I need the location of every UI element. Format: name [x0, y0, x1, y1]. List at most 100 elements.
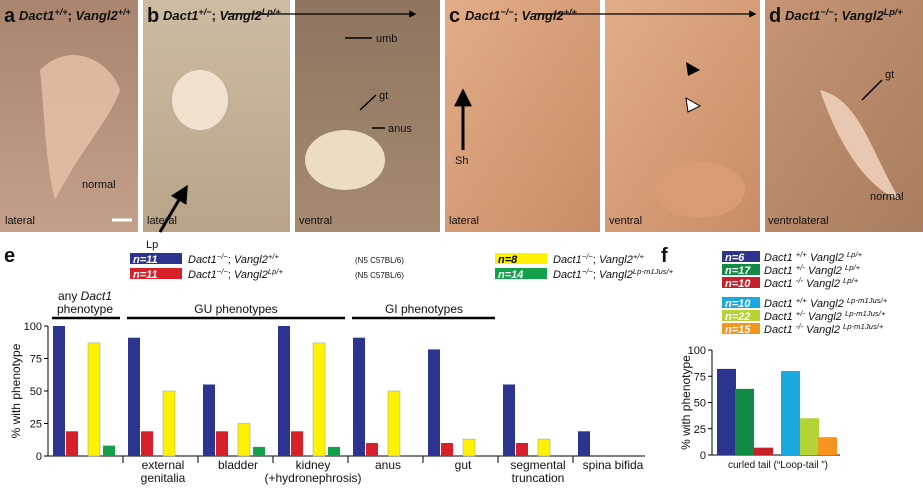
x-tick-label: gut	[455, 458, 472, 472]
sh-label: Sh	[455, 155, 468, 167]
panel-letter: a	[4, 5, 16, 27]
bar	[291, 431, 303, 456]
bar	[387, 390, 401, 457]
y-tick-label: 25	[30, 419, 42, 431]
view-label: ventral	[609, 215, 642, 227]
legend-label: Dact1−/−; Vangl2Lp-m1Jus/+	[553, 267, 674, 282]
x-tick-label: anus	[375, 458, 401, 472]
bar	[754, 447, 773, 455]
legend-note: (N5 C57BL/6)	[355, 256, 404, 265]
x-tick-label: external genitalia	[141, 458, 186, 485]
x-tick-label: bladder	[218, 458, 258, 472]
y-axis-label: % with phenotype	[679, 355, 693, 450]
legend-n: n=11	[133, 254, 158, 266]
legend-swatch	[722, 251, 760, 262]
bar	[328, 446, 340, 456]
view-label: ventrolateral	[768, 215, 829, 227]
x-tick-label: spina bifida	[583, 458, 644, 472]
genotype: Dact1−/−; Vangl2+/+	[465, 7, 578, 23]
bar	[516, 443, 528, 456]
bar	[103, 445, 115, 456]
group-label: GU phenotypes	[194, 302, 277, 316]
legend-label: Dact1 -/- Vangl2 Lp-m1Jus/+	[764, 322, 884, 337]
bar	[717, 368, 736, 455]
bar	[366, 443, 378, 456]
normal-label: normal	[870, 191, 904, 203]
y-tick-label: 50	[30, 386, 42, 398]
y-tick-label: 100	[24, 321, 42, 333]
legend-swatch	[722, 310, 760, 321]
anus-label: anus	[388, 123, 412, 135]
x-tick-label: segmental truncation	[510, 458, 565, 485]
legend-label: Dact1 +/- Vangl2 Lp-m1Jus/+	[764, 309, 886, 324]
lp-label: Lp	[146, 239, 158, 251]
bar	[578, 431, 590, 456]
photo	[445, 0, 600, 232]
bar	[66, 431, 78, 456]
pointer	[359, 94, 377, 111]
legend-n: n=8	[498, 254, 518, 266]
bar	[800, 418, 819, 455]
view-label: lateral	[449, 215, 479, 227]
legend-n: n=14	[498, 269, 523, 281]
bar	[503, 384, 515, 456]
legend-swatch	[722, 264, 760, 275]
umb-label: umb	[376, 33, 397, 45]
legend-n: n=22	[725, 311, 750, 323]
legend-note: (N5 C57BL/6)	[355, 271, 404, 280]
bar	[537, 438, 551, 457]
panel-letter: b	[147, 5, 159, 27]
legend-swatch	[130, 268, 182, 279]
bar	[428, 349, 440, 456]
bar	[162, 390, 176, 457]
y-tick-label: 0	[700, 450, 706, 462]
bar	[253, 446, 265, 456]
legend-swatch	[722, 297, 760, 308]
genotype: Dact1+/−; Vangl2Lp/+	[163, 7, 281, 23]
arrowhead	[685, 97, 702, 113]
legend-swatch	[722, 323, 760, 334]
y-tick-label: 50	[694, 398, 706, 410]
bar	[735, 388, 754, 455]
arrowhead	[686, 62, 700, 76]
legend-swatch	[495, 268, 547, 279]
bar	[53, 326, 65, 456]
view-label: lateral	[5, 215, 35, 227]
legend-n: n=10	[725, 278, 751, 290]
normal-label: normal	[82, 179, 116, 191]
x-tick-label: curled tail (“Loop-tail ”)	[728, 460, 828, 471]
legend-label: Dact1−/−; Vangl2+/+	[188, 252, 279, 267]
y-tick-label: 100	[688, 345, 706, 357]
legend-n: n=6	[725, 252, 745, 264]
bar	[818, 437, 837, 455]
legend-label: Dact1 -/- Vangl2 Lp/+	[764, 276, 859, 291]
y-tick-label: 0	[36, 451, 42, 463]
legend-label: Dact1 +/+ Vangl2 Lp/+	[764, 250, 863, 265]
bar	[87, 342, 101, 457]
photo-shape	[40, 55, 120, 200]
photo-shape	[820, 90, 900, 200]
bar	[353, 337, 365, 456]
view-label: ventral	[299, 215, 332, 227]
gt-label: gt	[885, 69, 894, 81]
legend-label: Dact1−/−; Vangl2+/+	[553, 252, 644, 267]
panel-letter: c	[449, 5, 460, 27]
y-tick-label: 75	[30, 354, 42, 366]
legend-label: Dact1 +/+ Vangl2 Lp-m1Jus/+	[764, 296, 888, 311]
arrow	[158, 184, 188, 233]
legend-n: n=11	[133, 269, 158, 281]
y-tick-label: 25	[694, 424, 706, 436]
bar	[237, 423, 251, 457]
x-tick-label: kidney (+hydronephrosis)	[264, 458, 361, 485]
bar	[312, 342, 326, 457]
legend-label: Dact1−/−; Vangl2Lp/+	[188, 267, 284, 282]
panel-letter: d	[769, 5, 781, 27]
photo-shape	[655, 162, 745, 218]
legend-swatch	[495, 253, 547, 264]
panel-letter: e	[4, 245, 15, 267]
view-label: lateral	[147, 215, 177, 227]
legend-swatch	[722, 277, 760, 288]
y-tick-label: 75	[694, 371, 706, 383]
